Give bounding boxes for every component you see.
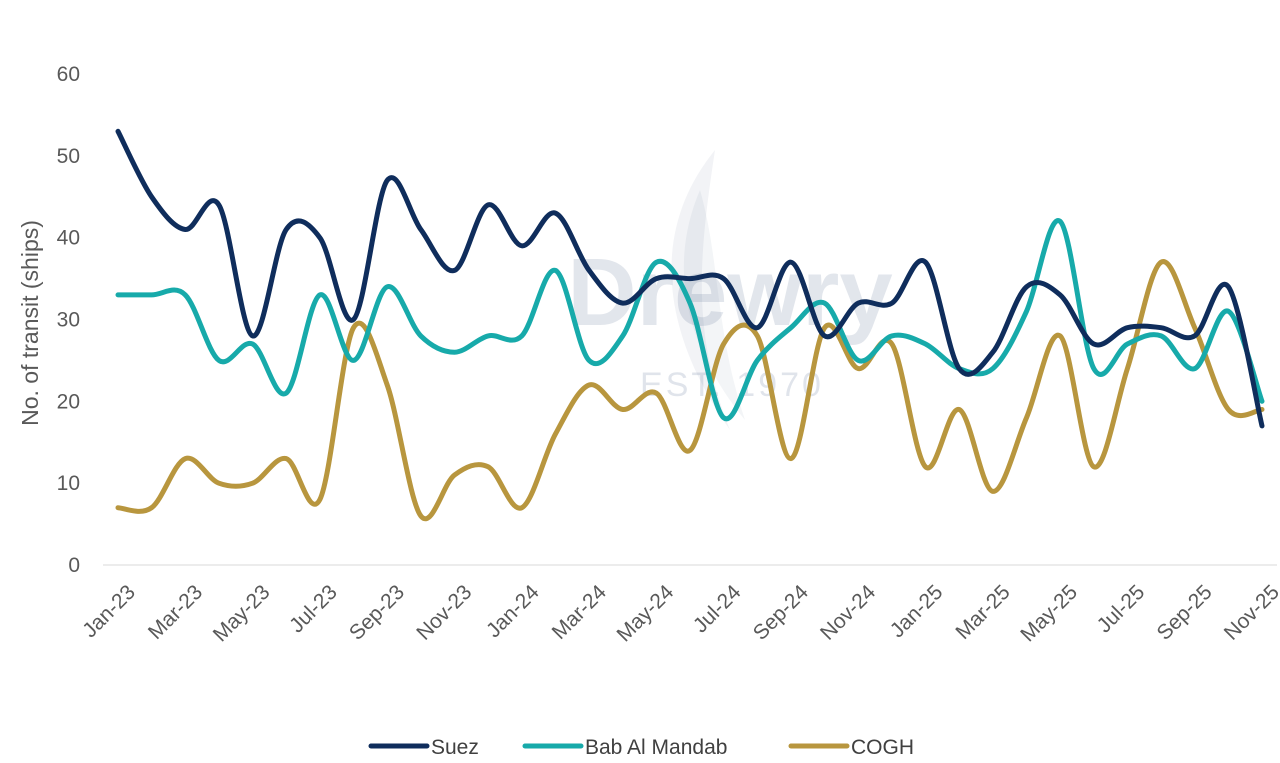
series-line-suez — [115, 128, 1265, 429]
y-axis-label: No. of transit (ships) — [17, 220, 43, 426]
series-line-bab-al-mandab — [115, 218, 1265, 422]
x-tick-label: Sep-23 — [345, 581, 409, 645]
x-tick-label: May-24 — [612, 580, 678, 646]
y-tick-label: 40 — [57, 227, 80, 250]
y-tick-label: 60 — [57, 63, 80, 86]
watermark-flame-icon — [671, 150, 730, 430]
x-tick-label: Sep-24 — [749, 580, 813, 644]
x-tick-label: Jan-24 — [482, 580, 544, 642]
y-tick-label: 30 — [57, 309, 80, 332]
x-tick-label: Nov-23 — [412, 581, 476, 645]
x-tick-label: Jan-25 — [886, 581, 948, 643]
y-tick-label: 20 — [57, 390, 80, 413]
y-axis-ticks: 0 10 20 30 40 50 60 — [57, 63, 80, 577]
x-tick-label: Jul-23 — [285, 581, 342, 638]
legend: Suez Bab Al Mandab COGH — [368, 736, 914, 759]
x-tick-label: Nov-25 — [1220, 581, 1280, 645]
y-tick-label: 10 — [57, 472, 80, 495]
watermark-flame-icon-2 — [683, 190, 745, 420]
x-axis-ticks: Jan-23 Mar-23 May-23 Jul-23 Sep-23 Nov-23 Jan-… — [78, 580, 1280, 646]
x-tick-label: Jan-23 — [78, 581, 140, 643]
legend-label-bab-al-mandab: Bab Al Mandab — [585, 736, 727, 759]
legend-label-suez: Suez — [431, 736, 479, 759]
x-tick-label: Nov-24 — [816, 580, 880, 644]
x-tick-label: May-23 — [209, 581, 275, 647]
series-lines — [115, 128, 1265, 522]
x-tick-label: Mar-23 — [144, 581, 207, 644]
series-line-cogh — [115, 259, 1265, 522]
x-tick-label: Sep-25 — [1152, 581, 1216, 645]
y-tick-label: 50 — [57, 145, 80, 168]
x-tick-label: Mar-25 — [951, 581, 1014, 644]
x-tick-label: May-25 — [1016, 581, 1082, 647]
x-tick-label: Jul-25 — [1093, 581, 1150, 638]
x-tick-label: Jul-24 — [689, 580, 746, 637]
y-tick-label: 0 — [68, 554, 80, 577]
watermark-brand: Drewry — [567, 239, 893, 346]
x-tick-label: Mar-24 — [548, 580, 612, 644]
legend-label-cogh: COGH — [851, 736, 914, 759]
watermark-established: EST. 1970 — [640, 366, 824, 404]
